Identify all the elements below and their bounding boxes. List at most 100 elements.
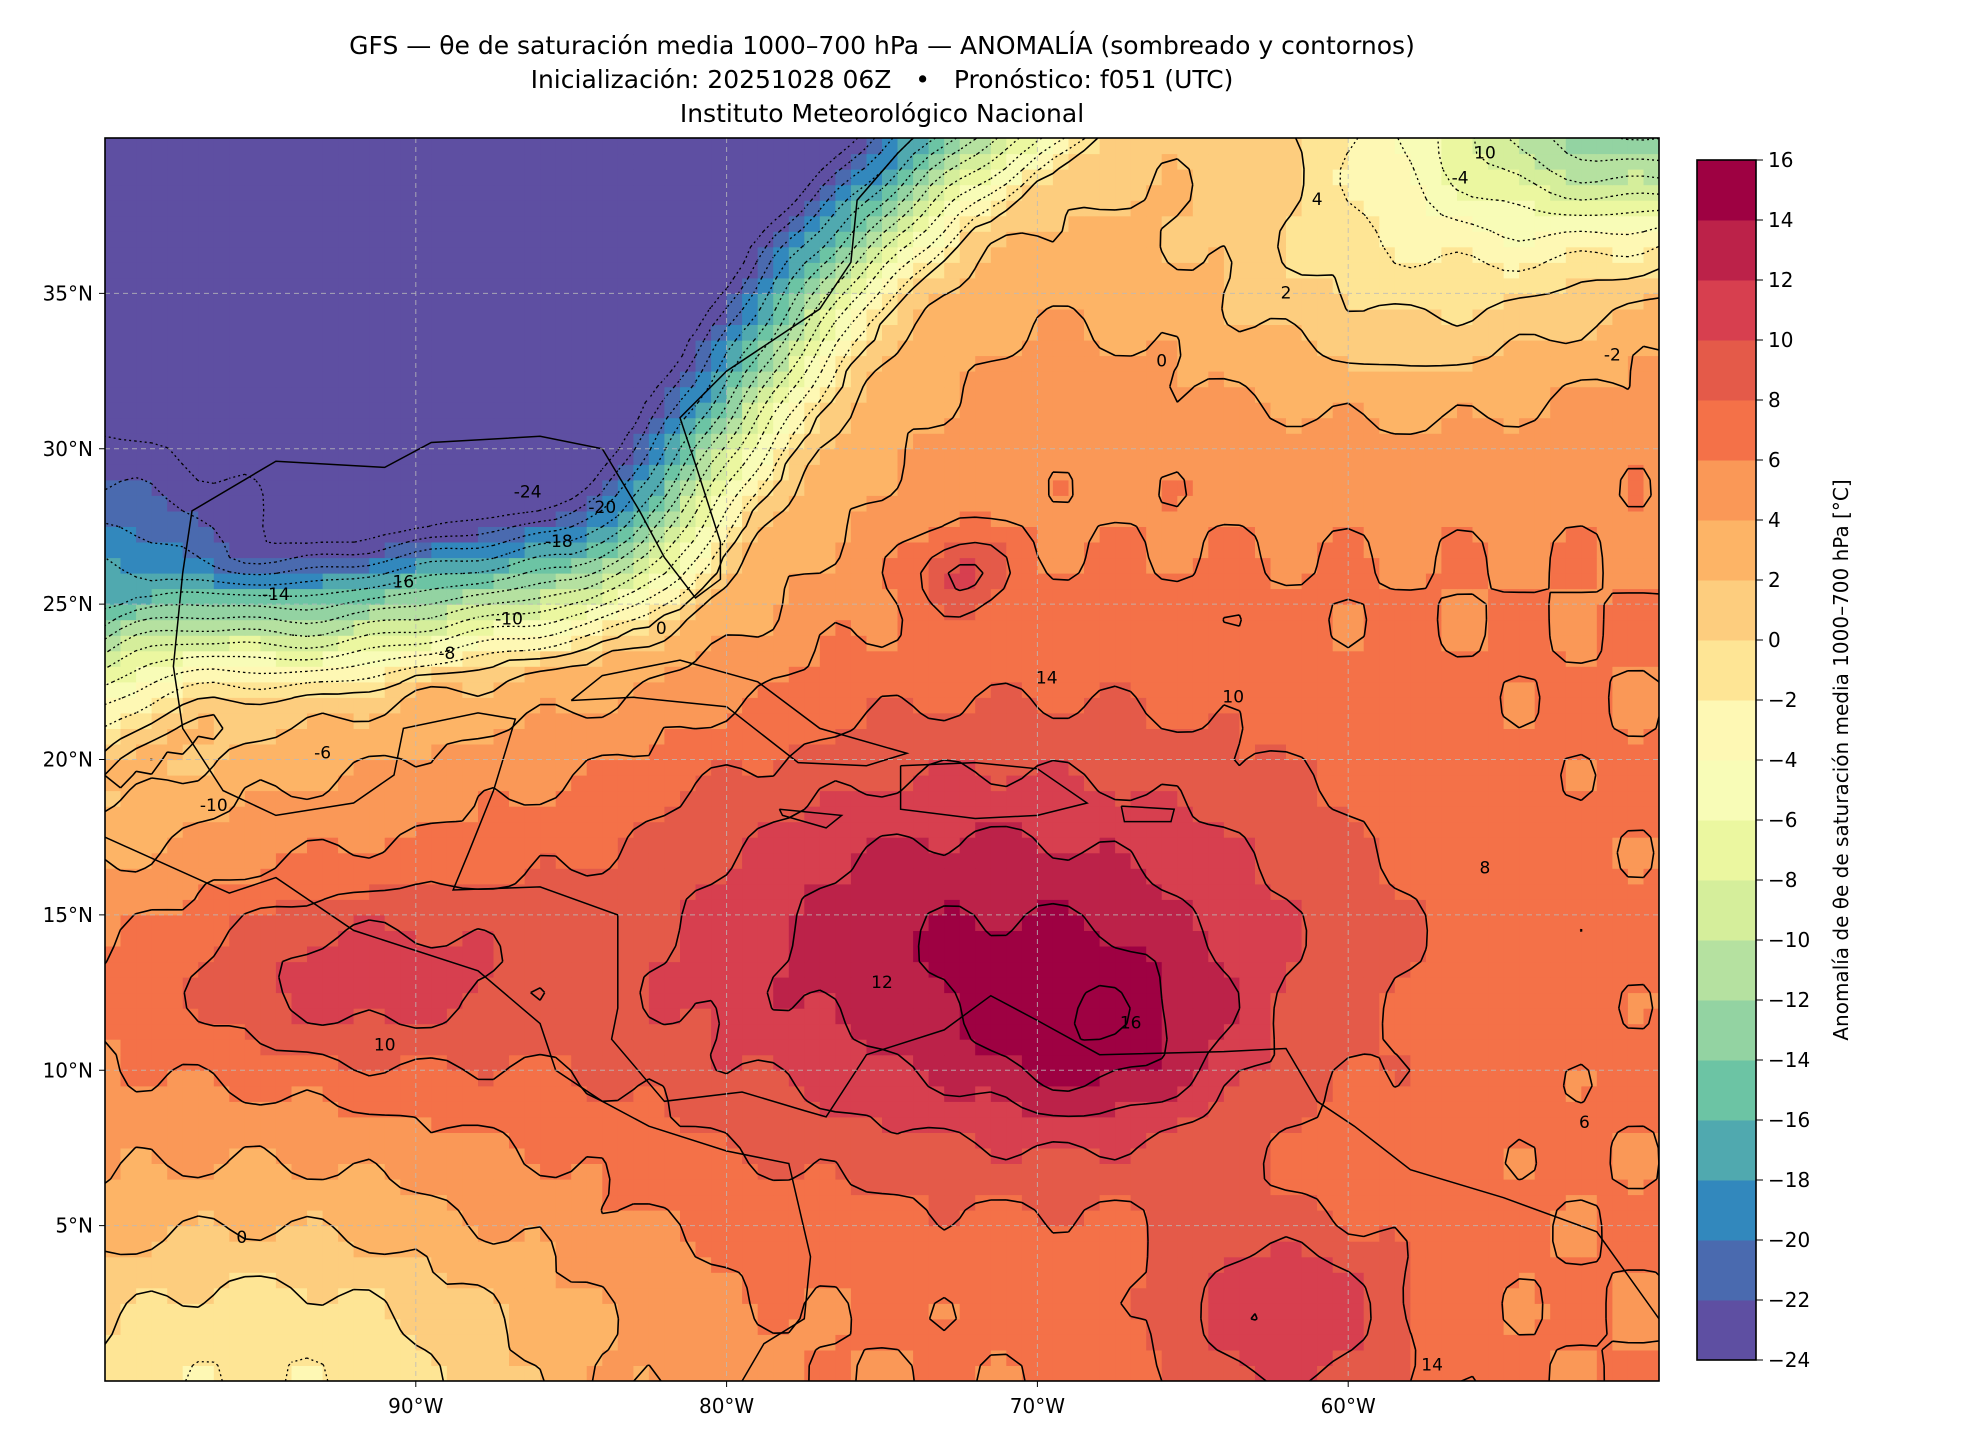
field-cell (1130, 1287, 1147, 1304)
field-cell (291, 1147, 308, 1164)
field-cell (1006, 930, 1023, 947)
field-cell (1643, 697, 1659, 714)
field-cell (1472, 1241, 1489, 1258)
field-cell (850, 946, 867, 963)
field-cell (1503, 914, 1520, 931)
field-cell (882, 604, 899, 621)
field-cell (462, 1039, 479, 1056)
field-cell (322, 806, 339, 823)
field-cell (540, 1272, 557, 1289)
field-cell (866, 1303, 883, 1320)
field-cell (944, 914, 961, 931)
field-cell (1627, 821, 1644, 838)
field-cell (1534, 1287, 1551, 1304)
field-cell (446, 1241, 463, 1258)
field-cell (928, 1163, 945, 1180)
field-cell (136, 1116, 153, 1133)
field-cell (1457, 868, 1474, 885)
field-cell (990, 914, 1007, 931)
field-cell (773, 868, 790, 885)
field-cell (1021, 1116, 1038, 1133)
field-cell (1021, 883, 1038, 900)
field-cell (136, 790, 153, 807)
field-cell (1410, 883, 1427, 900)
field-cell (198, 1008, 215, 1025)
field-cell (928, 1085, 945, 1102)
field-cell (540, 1147, 557, 1164)
field-cell (167, 775, 184, 792)
field-cell (1099, 712, 1116, 729)
field-cell (804, 1147, 821, 1164)
field-cell (1612, 1085, 1629, 1102)
field-cell (1565, 1101, 1582, 1118)
field-cell (105, 635, 122, 652)
field-cell (804, 946, 821, 963)
field-cell (1410, 1241, 1427, 1258)
field-cell (680, 806, 697, 823)
field-cell (882, 914, 899, 931)
field-cell (1301, 1132, 1318, 1149)
field-cell (105, 1147, 122, 1164)
field-cell (1161, 1349, 1178, 1366)
field-cell (291, 961, 308, 978)
field-cell (617, 650, 634, 667)
field-cell (1255, 1163, 1272, 1180)
field-cell (384, 1303, 401, 1320)
field-cell (1457, 1210, 1474, 1227)
field-cell (1441, 1070, 1458, 1087)
field-cell (882, 1225, 899, 1242)
field-cell (291, 1256, 308, 1273)
field-cell (1084, 1287, 1101, 1304)
field-cell (151, 1070, 168, 1087)
field-cell (648, 868, 665, 885)
field-cell (1534, 635, 1551, 652)
field-cell (1643, 899, 1659, 916)
field-cell (213, 821, 230, 838)
field-cell (1410, 1054, 1427, 1071)
field-cell (244, 946, 261, 963)
field-cell (1177, 992, 1194, 1009)
field-cell (1596, 1085, 1613, 1102)
field-cell (571, 1085, 588, 1102)
field-cell (866, 914, 883, 931)
field-cell (431, 1023, 448, 1040)
field-cell (1068, 1241, 1085, 1258)
field-cell (1099, 1116, 1116, 1133)
field-cell (446, 914, 463, 931)
field-cell (478, 868, 495, 885)
field-cell (835, 806, 852, 823)
field-cell (617, 1054, 634, 1071)
field-cell (680, 1210, 697, 1227)
field-cell (1255, 1116, 1272, 1133)
field-cell (338, 883, 355, 900)
field-cell (1177, 1256, 1194, 1273)
field-cell (198, 1272, 215, 1289)
field-cell (648, 1318, 665, 1335)
field-cell (291, 1116, 308, 1133)
field-cell (1534, 1349, 1551, 1366)
field-cell (120, 1163, 137, 1180)
field-cell (1177, 1132, 1194, 1149)
field-cell (229, 1241, 246, 1258)
field-cell (773, 712, 790, 729)
field-cell (1021, 1070, 1038, 1087)
field-cell (1596, 1194, 1613, 1211)
field-cell (1006, 728, 1023, 745)
field-cell (1410, 619, 1427, 636)
field-cell (1581, 1147, 1598, 1164)
field-cell (571, 837, 588, 854)
field-cell (260, 1070, 277, 1087)
field-cell (1379, 1147, 1396, 1164)
field-cell (1441, 821, 1458, 838)
field-cell (1068, 1163, 1085, 1180)
field-cell (850, 992, 867, 1009)
field-cell (850, 1008, 867, 1025)
field-cell (1208, 1210, 1225, 1227)
field-cell (1457, 619, 1474, 636)
field-cell (509, 1023, 526, 1040)
field-cell (726, 899, 743, 916)
field-cell (555, 712, 572, 729)
field-cell (462, 1318, 479, 1335)
field-cell (1488, 604, 1505, 621)
field-cell (229, 1210, 246, 1227)
